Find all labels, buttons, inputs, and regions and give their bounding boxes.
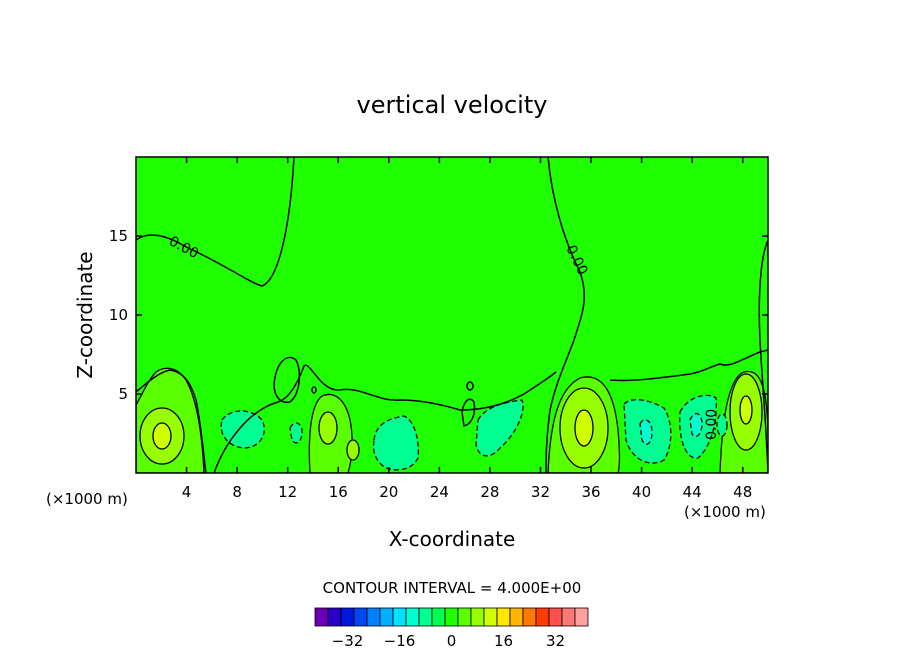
x-tick-label: 36 <box>581 483 600 501</box>
y-tick-label: 10 <box>109 306 128 324</box>
chart-title: vertical velocity <box>357 91 548 119</box>
colorbar-swatch <box>535 607 550 627</box>
colorbar-swatch <box>353 607 368 627</box>
colorbar-swatch <box>483 607 498 627</box>
x-tick-label: 4 <box>182 483 192 501</box>
colorbar-tick-label: 16 <box>494 632 513 650</box>
x-unit-left: (×1000 m) <box>46 490 128 508</box>
colorbar-tick-label: 32 <box>546 632 565 650</box>
downdraft-patch-13 <box>289 422 303 444</box>
colorbar-swatch <box>509 607 524 627</box>
colorbar-tick-label: −16 <box>384 632 416 650</box>
x-tick-label: 8 <box>232 483 242 501</box>
colorbar-tick-labels: −32 −16 0 16 32 <box>332 632 565 650</box>
plot-area <box>136 157 768 473</box>
x-tick-label: 28 <box>480 483 499 501</box>
colorbar-swatch <box>392 607 407 627</box>
zero-contour-blob-12 <box>273 356 301 404</box>
colorbar-swatch <box>327 607 342 627</box>
zero-contour-upper-right <box>545 157 585 473</box>
x-axis-label: X-coordinate <box>389 527 516 551</box>
colorbar-swatch <box>405 607 420 627</box>
x-tick-label: 32 <box>531 483 550 501</box>
x-tick-label: 16 <box>329 483 348 501</box>
zero-contours <box>136 157 768 473</box>
contour-label: 0.00 <box>704 409 720 440</box>
colorbar-swatch <box>470 607 485 627</box>
colorbar-swatch <box>457 607 472 627</box>
x-tick-label: 44 <box>683 483 702 501</box>
colorbar-swatch <box>522 607 537 627</box>
y-axis-label: Z-coordinate <box>73 251 97 378</box>
x-tick-label: 48 <box>733 483 752 501</box>
zero-contour-blob-26 <box>461 398 476 427</box>
colorbar-tick-label: 0 <box>447 632 457 650</box>
x-tick-label: 24 <box>430 483 449 501</box>
y-tick-label: 15 <box>109 227 128 245</box>
x-unit-right: (×1000 m) <box>684 503 766 521</box>
zero-contour-low-band <box>136 349 768 473</box>
colorbar-swatch <box>418 607 433 627</box>
updraft-core-left <box>152 422 172 450</box>
y-tick-label: 5 <box>118 385 128 403</box>
colorbar-swatch <box>561 607 576 627</box>
colorbar-swatch <box>548 607 563 627</box>
x-tick-label: 20 <box>379 483 398 501</box>
x-axis-ticks: 4 8 12 16 20 24 28 32 36 40 44 48 <box>182 157 752 501</box>
contour-interval: CONTOUR INTERVAL = 4.000E+00 <box>323 579 582 597</box>
y-axis-ticks: 5 10 15 <box>109 227 768 403</box>
zero-contour-dot-14 <box>311 386 317 394</box>
colorbar-swatch <box>574 607 589 627</box>
colorbar <box>314 607 589 627</box>
updraft-core-48 <box>739 395 753 425</box>
colorbar-swatch <box>366 607 381 627</box>
colorbar-swatch <box>431 607 446 627</box>
zero-contour-far-right <box>758 239 768 473</box>
zero-contour-upper-left <box>136 157 295 287</box>
colorbar-swatch <box>444 607 459 627</box>
colorbar-tick-label: −32 <box>332 632 364 650</box>
updraft-core-36 <box>574 409 594 447</box>
colorbar-swatch <box>340 607 355 627</box>
colorbar-swatch <box>314 607 329 627</box>
colorbar-swatch <box>496 607 511 627</box>
x-tick-label: 12 <box>278 483 297 501</box>
updraft-core-16 <box>318 411 338 445</box>
x-tick-label: 40 <box>632 483 651 501</box>
zero-contour-dot-26 <box>466 381 474 391</box>
downdraft-region-20 <box>372 415 420 471</box>
colorbar-swatch <box>379 607 394 627</box>
updraft-patch-17 <box>346 439 360 461</box>
downdraft-core-44 <box>689 413 703 438</box>
downdraft-core-40 <box>639 419 653 445</box>
downdraft-patch-46 <box>716 413 728 437</box>
